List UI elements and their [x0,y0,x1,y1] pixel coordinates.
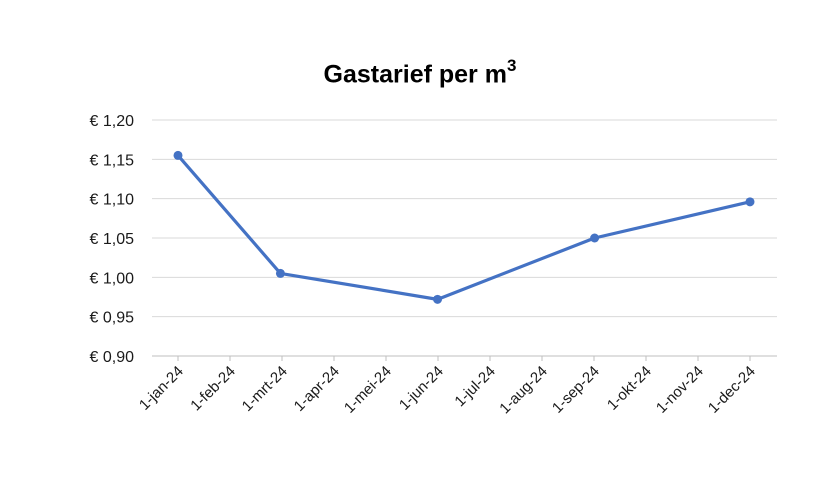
data-point [590,233,600,243]
data-point [275,268,285,278]
x-tick-label: 1-sep-24 [549,363,603,417]
y-tick-label: € 1,10 [90,192,135,209]
y-tick-label: € 1,20 [90,113,135,130]
y-tick-label: € 0,95 [90,310,135,327]
y-tick-label: € 1,05 [90,231,135,248]
x-tick-label: 1-mei-24 [341,363,395,417]
x-tick-label: 1-nov-24 [653,363,707,417]
x-tick-label: 1-jul-24 [451,363,498,410]
chart-title-superscript: 3 [506,56,517,75]
x-tick-label: 1-jun-24 [396,363,447,414]
data-point [433,294,443,304]
y-tick-label: € 1,00 [90,270,135,287]
x-tick-label: 1-jan-24 [136,363,187,414]
x-tick-label: 1-okt-24 [604,363,655,414]
y-tick-label: € 0,90 [90,349,135,366]
y-tick-label: € 1,15 [90,152,135,169]
x-tick-label: 1-feb-24 [187,363,239,415]
x-tick-label: 1-mrt-24 [239,363,291,415]
x-tick-label: 1-apr-24 [291,363,343,415]
data-point [173,150,183,160]
data-point [745,197,755,207]
chart-title-text: Gastarief per m [323,60,507,89]
chart-title: Gastarief per m3 [0,56,840,89]
x-tick-label: 1-aug-24 [496,363,550,417]
x-tick-label: 1-dec-24 [705,363,759,417]
